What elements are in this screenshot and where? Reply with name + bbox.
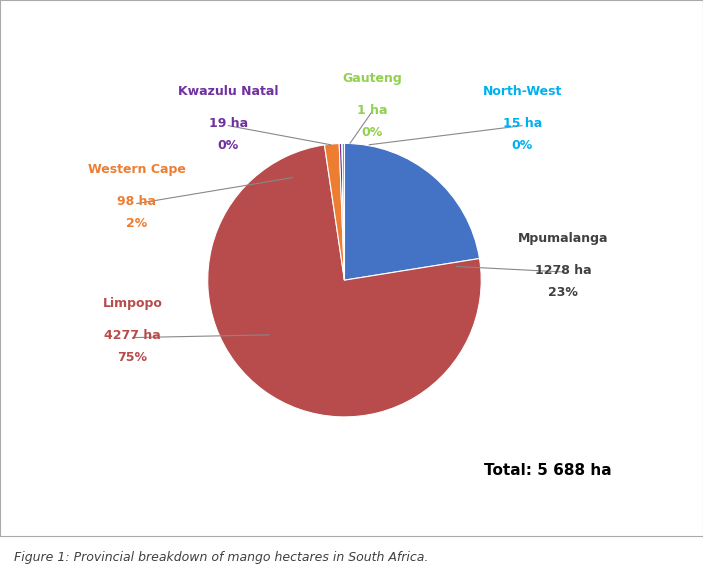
Text: 4277 ha: 4277 ha [104, 329, 161, 342]
Text: North-West: North-West [482, 85, 562, 98]
Text: 2%: 2% [126, 217, 147, 230]
Text: Gauteng: Gauteng [342, 71, 401, 84]
Text: 0%: 0% [361, 126, 382, 139]
Wedge shape [339, 143, 344, 280]
Text: 15 ha: 15 ha [503, 117, 542, 130]
Text: Total: 5 688 ha: Total: 5 688 ha [484, 463, 611, 479]
Wedge shape [342, 143, 344, 280]
Text: 0%: 0% [218, 139, 239, 153]
Wedge shape [342, 143, 344, 280]
Wedge shape [344, 143, 479, 280]
Text: Figure 1: Provincial breakdown of mango hectares in South Africa.: Figure 1: Provincial breakdown of mango … [14, 551, 428, 564]
Text: Kwazulu Natal: Kwazulu Natal [178, 85, 278, 98]
Text: 98 ha: 98 ha [117, 196, 156, 209]
Text: 1278 ha: 1278 ha [535, 264, 592, 277]
Text: 1 ha: 1 ha [356, 104, 387, 117]
Text: 0%: 0% [512, 139, 533, 153]
Text: 19 ha: 19 ha [209, 117, 247, 130]
Wedge shape [325, 143, 344, 280]
Text: 23%: 23% [548, 286, 578, 299]
Text: 75%: 75% [117, 352, 148, 364]
Text: Mpumalanga: Mpumalanga [518, 231, 609, 244]
Text: Western Cape: Western Cape [88, 163, 186, 176]
Wedge shape [207, 145, 482, 417]
Text: Limpopo: Limpopo [103, 297, 162, 310]
